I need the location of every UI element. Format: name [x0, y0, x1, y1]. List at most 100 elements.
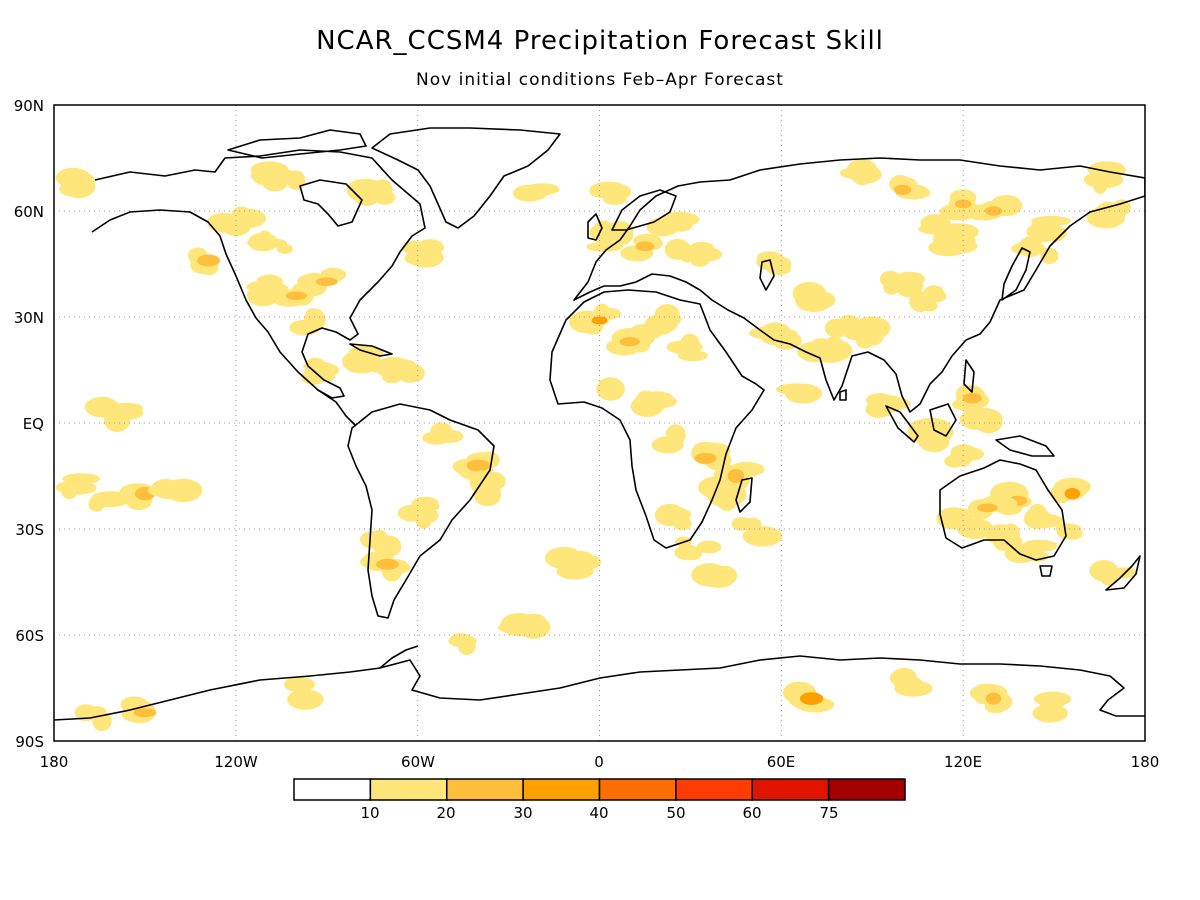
- skill-region: [1089, 560, 1138, 586]
- coastline-europe-asia: [573, 157, 1145, 413]
- skill-region: [691, 563, 738, 588]
- skill-blob: [1019, 236, 1043, 258]
- skill-region: [359, 529, 402, 558]
- skill-region: [889, 175, 931, 200]
- skill-blob: [1095, 201, 1121, 225]
- coastline-new-guinea: [995, 435, 1055, 457]
- skill-blob: [846, 318, 883, 338]
- skill-blob: [759, 322, 792, 346]
- skill-region: [776, 383, 823, 404]
- skill-core: [133, 708, 157, 718]
- skill-region: [928, 229, 978, 257]
- skill-region: [782, 681, 835, 713]
- lat-label: 90N: [14, 97, 44, 115]
- skill-region: [187, 247, 221, 276]
- longitude-labels: 180 120W 60W 0 60E 120E 180: [40, 753, 1160, 771]
- skill-blob: [500, 612, 539, 637]
- skill-blob: [1021, 539, 1058, 553]
- skill-region: [664, 238, 723, 267]
- coastline-borneo: [929, 403, 957, 437]
- lon-label: 120E: [944, 753, 982, 771]
- lon-label: 120W: [214, 753, 258, 771]
- coastline-japan: [1001, 247, 1031, 301]
- skill-region: [544, 546, 602, 580]
- skill-blob: [586, 241, 623, 252]
- skill-blob: [958, 515, 976, 531]
- skill-core: [893, 184, 912, 195]
- colorbar-label: 50: [666, 804, 685, 822]
- plot-frame: [53, 104, 1146, 742]
- skill-blob: [1050, 483, 1073, 504]
- skill-region: [1083, 161, 1126, 195]
- skill-blob: [666, 340, 703, 355]
- skill-blob: [1055, 523, 1082, 534]
- skill-blob: [283, 676, 315, 693]
- skill-region: [147, 478, 203, 503]
- coastline-greenland: [371, 127, 561, 229]
- skill-blob: [883, 279, 900, 295]
- skill-blob: [108, 412, 126, 424]
- skill-blob: [851, 162, 874, 186]
- coastline-scandinavia: [611, 189, 677, 231]
- coastline-central-america: [317, 389, 357, 427]
- colorbar-swatch: [522, 778, 601, 801]
- skill-core: [619, 337, 640, 347]
- skill-region: [88, 491, 130, 512]
- skill-core: [962, 393, 982, 404]
- skill-blob: [731, 517, 753, 531]
- coastline-madagascar: [735, 477, 753, 513]
- skill-blob: [665, 424, 686, 446]
- skill-blob: [696, 540, 722, 554]
- skill-region: [944, 443, 985, 468]
- skill-region: [469, 470, 506, 507]
- colorbar-label: 40: [589, 804, 608, 822]
- latitude-labels: 90N 60N 30N EQ 30S 60S 90S: [14, 97, 44, 751]
- coastline-arctic-islands: [227, 129, 367, 159]
- skill-region: [698, 476, 747, 511]
- skill-region: [606, 324, 656, 356]
- grid-lines: [54, 105, 1145, 741]
- skill-region: [569, 303, 621, 335]
- coastline-antarctica: [54, 655, 1145, 721]
- skill-blob: [473, 482, 502, 507]
- skill-blob: [62, 473, 101, 485]
- skill-blob: [151, 479, 181, 497]
- skill-region: [55, 167, 96, 199]
- coastline-cuba: [349, 343, 393, 357]
- lat-label: 90S: [15, 733, 44, 751]
- skill-region: [654, 503, 692, 531]
- colorbar-swatch: [369, 778, 448, 801]
- skill-region: [936, 507, 994, 539]
- coastline-south-america: [347, 403, 495, 619]
- skill-core: [727, 469, 745, 483]
- skill-blob: [1024, 507, 1051, 530]
- colorbar-swatch: [827, 778, 906, 801]
- skill-blob: [521, 184, 549, 201]
- skill-region: [666, 333, 709, 362]
- map-subtitle: Nov initial conditions Feb–Apr Forecast: [416, 70, 784, 90]
- colorbar-swatch: [751, 778, 830, 801]
- skill-region: [691, 441, 732, 471]
- skill-region: [250, 161, 289, 192]
- skill-blob: [959, 408, 993, 430]
- skill-region: [969, 683, 1013, 714]
- lat-label: 30N: [14, 309, 44, 327]
- skill-blob: [865, 400, 893, 419]
- coastline-sumatra: [885, 405, 919, 443]
- skill-blob: [659, 309, 679, 332]
- colorbar-label: 20: [436, 804, 455, 822]
- lon-label: 180: [1131, 753, 1160, 771]
- colorbar-label: 10: [360, 804, 379, 822]
- colorbar-label: 60: [742, 804, 761, 822]
- skill-blob: [742, 526, 783, 547]
- skill-blob: [314, 370, 336, 382]
- skill-blob: [1040, 225, 1067, 242]
- skill-region: [674, 536, 722, 561]
- map-title: NCAR_CCSM4 Precipitation Forecast Skill: [316, 26, 884, 56]
- coastline-sri-lanka: [839, 389, 847, 401]
- skill-region: [497, 612, 551, 639]
- skill-blob: [1031, 215, 1071, 227]
- lon-label: 0: [594, 753, 604, 771]
- colorbar-swatch: [446, 778, 524, 801]
- skill-blob: [84, 396, 120, 418]
